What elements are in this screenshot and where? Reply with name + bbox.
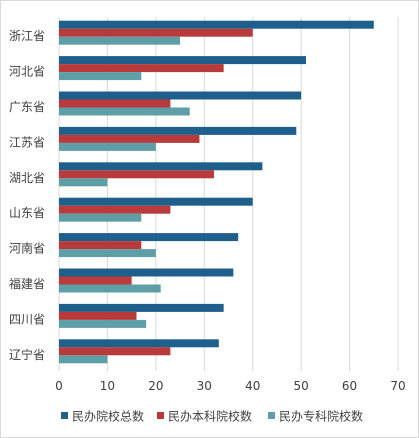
bar — [59, 303, 224, 312]
bar — [59, 249, 156, 258]
x-tick-label: 40 — [245, 379, 260, 393]
bar-layer — [59, 20, 374, 364]
value-axis: 0 10 20 30 40 50 60 70 — [55, 379, 405, 393]
bar — [59, 99, 171, 108]
legend: 民办院校总数 民办本科院校数 民办专科院校数 — [61, 409, 363, 424]
legend-swatch — [61, 412, 68, 419]
bar — [59, 205, 171, 214]
x-tick-label: 0 — [55, 379, 63, 393]
bar — [59, 233, 239, 242]
category-label: 河北省 — [9, 65, 45, 79]
bar — [59, 347, 171, 356]
bar — [59, 72, 142, 81]
category-label: 福建省 — [9, 276, 45, 291]
x-tick-label: 10 — [100, 379, 115, 393]
category-label: 四川省 — [9, 312, 45, 326]
legend-swatch — [268, 412, 275, 419]
bar — [59, 178, 108, 187]
category-label: 辽宁省 — [9, 347, 45, 362]
category-label: 江苏省 — [9, 135, 45, 149]
bar — [59, 339, 219, 348]
bar — [59, 20, 374, 29]
x-tick-label: 50 — [294, 379, 309, 393]
category-label: 山东省 — [9, 206, 45, 220]
bar — [59, 162, 263, 171]
bar — [59, 134, 200, 143]
bar — [59, 56, 306, 65]
bar — [59, 213, 142, 222]
x-tick-label: 20 — [148, 379, 163, 393]
legend-label: 民办本科院校数 — [168, 409, 252, 424]
bar — [59, 268, 234, 277]
category-label: 河南省 — [9, 241, 45, 256]
bar — [59, 107, 190, 116]
category-label: 广东省 — [9, 100, 45, 114]
bar — [59, 276, 132, 285]
bar — [59, 64, 224, 73]
legend-label: 民办院校总数 — [72, 409, 144, 424]
x-tick-label: 70 — [390, 379, 405, 393]
bar — [59, 28, 253, 37]
bar — [59, 355, 108, 364]
bar — [59, 170, 214, 179]
bar — [59, 91, 302, 100]
bar — [59, 311, 137, 320]
category-label: 湖北省 — [9, 170, 45, 185]
x-tick-label: 30 — [197, 379, 212, 393]
bar — [59, 319, 147, 328]
bar — [59, 142, 156, 151]
bar — [59, 284, 161, 293]
category-label: 浙江省 — [9, 29, 45, 43]
bar — [59, 126, 297, 135]
x-tick-label: 60 — [342, 379, 357, 393]
legend-swatch — [157, 412, 164, 419]
bar — [59, 197, 253, 206]
legend-label: 民办专科院校数 — [279, 409, 363, 424]
bar — [59, 36, 181, 45]
bar — [59, 241, 142, 250]
